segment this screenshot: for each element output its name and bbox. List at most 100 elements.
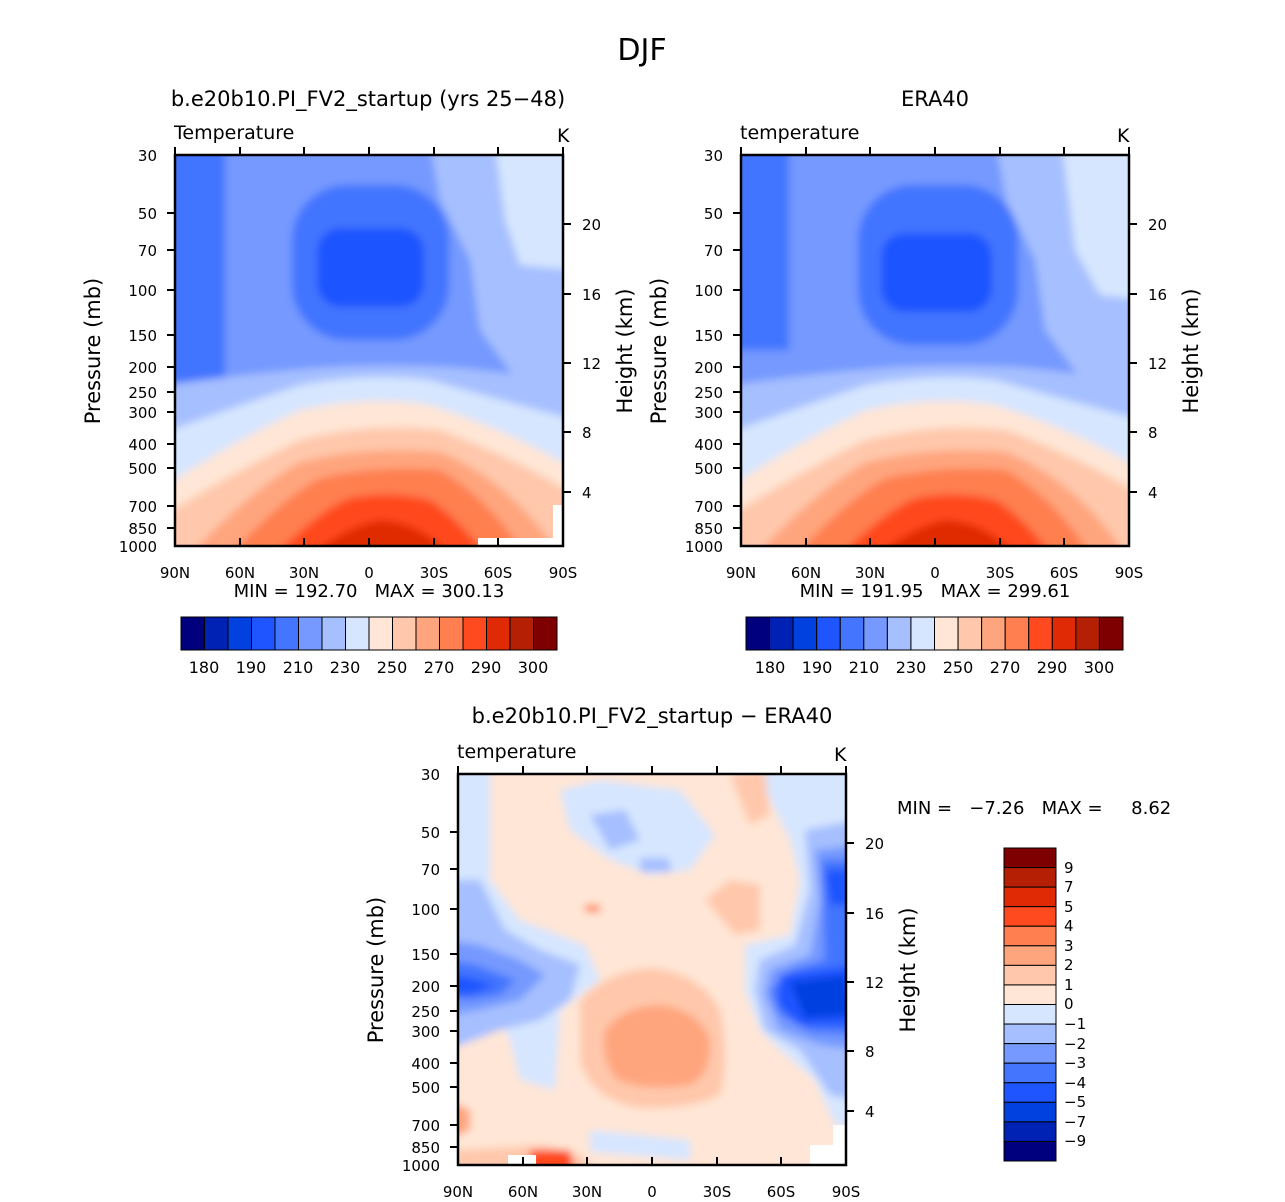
colorbar-swatch bbox=[1004, 616, 1030, 651]
colorbar-swatch bbox=[533, 616, 558, 651]
y-tick: 1000 bbox=[685, 538, 723, 556]
colorbar-swatch bbox=[1075, 616, 1100, 651]
colorbar-label: 190 bbox=[802, 658, 833, 677]
colorbar-label: −3 bbox=[1064, 1054, 1086, 1072]
colorbar-swatch bbox=[462, 616, 487, 651]
y-tick: 300 bbox=[411, 1023, 440, 1041]
y2-tick-labels-era40: 20 16 12 8 4 bbox=[1148, 216, 1167, 502]
x-tick: 90S bbox=[832, 1183, 861, 1201]
min-max-label: MIN = 192.70 MAX = 300.13 bbox=[234, 581, 505, 602]
units-label: K bbox=[557, 125, 570, 147]
y2-tick: 12 bbox=[582, 355, 601, 373]
y-axis-label: Pressure (mb) bbox=[647, 278, 671, 425]
y-tick: 100 bbox=[411, 901, 440, 919]
colorbar-swatch bbox=[886, 616, 912, 651]
variable-label: temperature bbox=[457, 741, 576, 763]
y2-tick: 16 bbox=[865, 905, 884, 923]
y-tick: 1000 bbox=[402, 1157, 440, 1175]
x-tick: 90N bbox=[443, 1183, 473, 1201]
colorbar-swatch bbox=[792, 616, 818, 651]
colorbar-swatch bbox=[204, 616, 229, 651]
y2-tick-labels-diff: 20 16 12 8 4 bbox=[865, 835, 884, 1121]
colorbar-swatch bbox=[1003, 1004, 1057, 1025]
y-tick: 70 bbox=[138, 242, 157, 260]
y-tick: 50 bbox=[421, 824, 440, 842]
colorbar-label: 2 bbox=[1064, 956, 1074, 974]
colorbar-label: 5 bbox=[1064, 898, 1074, 916]
y2-tick: 8 bbox=[1148, 424, 1158, 442]
colorbar-boxes bbox=[745, 616, 1124, 651]
units-label: K bbox=[834, 744, 847, 766]
y-tick: 700 bbox=[411, 1117, 440, 1135]
x-ticks-model bbox=[167, 147, 571, 546]
x-tick: 30S bbox=[986, 564, 1015, 582]
colorbar-boxes bbox=[180, 616, 558, 651]
colorbar-swatch bbox=[345, 616, 370, 651]
y2-tick-labels-model: 20 16 12 8 4 bbox=[582, 216, 601, 502]
min-max-label: MIN = −7.26 MAX = 8.62 bbox=[897, 798, 1171, 819]
x-tick: 30S bbox=[420, 564, 449, 582]
y2-axis-label: Height (km) bbox=[896, 907, 920, 1032]
panel-title: b.e20b10.PI_FV2_startup − ERA40 bbox=[472, 704, 833, 729]
x-tick: 60S bbox=[767, 1183, 796, 1201]
colorbar-label: 250 bbox=[377, 658, 408, 677]
y-tick: 30 bbox=[704, 147, 723, 165]
colorbar-swatch bbox=[1098, 616, 1124, 651]
colorbar-label: −1 bbox=[1064, 1015, 1086, 1033]
panel-diff: b.e20b10.PI_FV2_startup − ERA40 temperat… bbox=[364, 704, 1171, 1201]
colorbar-swatch bbox=[1003, 964, 1057, 986]
y-axis-label: Pressure (mb) bbox=[81, 278, 105, 425]
colorbar-swatch bbox=[839, 616, 865, 651]
colorbar-swatch bbox=[1051, 616, 1077, 651]
y-tick: 850 bbox=[128, 520, 157, 538]
y2-tick: 4 bbox=[1148, 484, 1158, 502]
colorbar-swatch bbox=[863, 616, 888, 651]
colorbar-swatch bbox=[981, 616, 1006, 651]
y-tick: 500 bbox=[411, 1079, 440, 1097]
y-tick: 30 bbox=[421, 766, 440, 784]
colorbar-diff: 9 7 5 4 3 2 1 0 −1 −2 −3 −4 −5 −7 −9 bbox=[1003, 847, 1086, 1162]
y-tick: 70 bbox=[421, 861, 440, 879]
colorbar-label: 230 bbox=[330, 658, 361, 677]
y-tick: 150 bbox=[128, 327, 157, 345]
y-tick: 850 bbox=[694, 520, 723, 538]
y-tick: 250 bbox=[694, 384, 723, 402]
x-tick: 60N bbox=[508, 1183, 538, 1201]
colorbar-swatch bbox=[1028, 616, 1053, 651]
y-tick-labels-model: 30 50 70 100 150 200 250 300 400 500 700… bbox=[119, 147, 157, 556]
x-tick: 90S bbox=[1115, 564, 1144, 582]
colorbar-label: 300 bbox=[518, 658, 549, 677]
colorbar-label: −4 bbox=[1064, 1074, 1086, 1092]
colorbar-swatch bbox=[1003, 1101, 1057, 1123]
colorbar-label: 7 bbox=[1064, 878, 1074, 896]
colorbar-label: 290 bbox=[471, 658, 502, 677]
figure-title: DJF bbox=[617, 33, 666, 68]
colorbar-swatch bbox=[1003, 945, 1057, 966]
colorbar-swatch bbox=[251, 616, 276, 651]
y-tick: 500 bbox=[128, 460, 157, 478]
colorbar-swatch bbox=[1003, 906, 1057, 927]
y-tick: 300 bbox=[128, 404, 157, 422]
y2-tick: 20 bbox=[582, 216, 601, 234]
x-tick: 60S bbox=[1050, 564, 1079, 582]
colorbar-label: 180 bbox=[189, 658, 220, 677]
colorbar-labels: 180 190 210 230 250 270 290 300 bbox=[755, 658, 1115, 677]
colorbar-label: 190 bbox=[236, 658, 267, 677]
colorbar-boxes bbox=[1003, 847, 1057, 1162]
y-tick: 200 bbox=[128, 359, 157, 377]
colorbar-swatch bbox=[1003, 1121, 1057, 1142]
heatmap-era40 bbox=[741, 155, 1129, 546]
y-tick-labels-era40: 30 50 70 100 150 200 250 300 400 500 700… bbox=[685, 147, 723, 556]
y-tick: 30 bbox=[138, 147, 157, 165]
colorbar-swatch bbox=[1003, 984, 1057, 1005]
colorbar-swatch bbox=[227, 616, 252, 651]
panel-era40: ERA40 temperature K bbox=[647, 87, 1203, 677]
colorbar-label: 3 bbox=[1064, 937, 1074, 955]
panel-title: ERA40 bbox=[901, 87, 969, 111]
x-tick: 0 bbox=[647, 1183, 657, 1201]
colorbar-label: 4 bbox=[1064, 917, 1074, 935]
heatmap-diff bbox=[458, 774, 846, 1165]
variable-label: temperature bbox=[740, 122, 859, 144]
colorbar-swatch bbox=[1003, 886, 1057, 908]
